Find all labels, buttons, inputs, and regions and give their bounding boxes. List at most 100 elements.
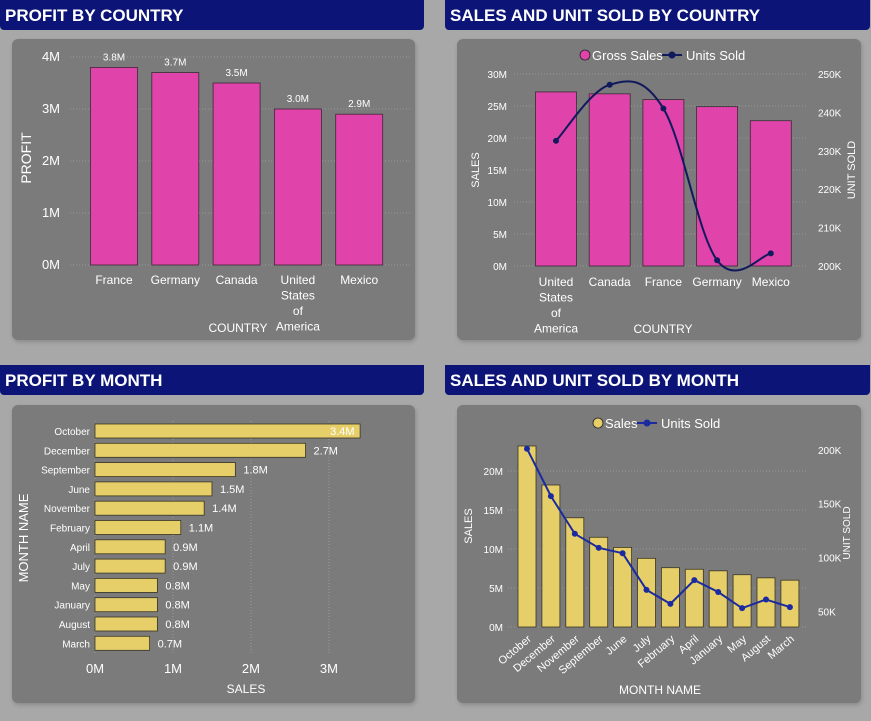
y-tick-label: 20M xyxy=(488,134,507,145)
units-sold-point xyxy=(606,81,613,88)
legend-units-marker xyxy=(668,51,676,59)
legend-sales-marker xyxy=(592,417,604,429)
bar xyxy=(94,500,205,516)
bar xyxy=(94,481,213,497)
y-tick-label: 15M xyxy=(488,166,507,177)
profit-by-country-title: PROFIT BY COUNTRY xyxy=(0,0,424,30)
data-label: 2.7M xyxy=(314,445,338,457)
units-sold-point xyxy=(643,586,650,593)
data-label: 1.4M xyxy=(212,503,236,515)
data-label: 1.5M xyxy=(220,484,244,496)
units-sold-line xyxy=(555,80,772,272)
units-sold-point xyxy=(714,257,721,264)
units-sold-point xyxy=(767,250,774,257)
y-tick-label: June xyxy=(68,485,90,496)
y-tick-label: April xyxy=(70,543,90,554)
x-tick-label: Canada xyxy=(216,273,258,287)
bar xyxy=(642,99,685,267)
units-sold-point xyxy=(763,596,769,603)
x-tick-label: Mexico xyxy=(340,273,378,287)
y-tick-label: July xyxy=(72,562,90,573)
x-tick-label: France xyxy=(95,273,133,287)
units-sold-point xyxy=(786,604,793,611)
bar xyxy=(94,597,158,613)
units-sold-point xyxy=(547,493,554,500)
units-sold-point xyxy=(691,577,698,584)
x-tick-label: 1M xyxy=(164,661,182,676)
legend-sales-label: Sales xyxy=(605,416,638,431)
units-sold-point xyxy=(595,544,602,551)
units-sold-point xyxy=(667,600,674,607)
y2-tick-label: 210K xyxy=(818,224,842,235)
y-tick-label: 20M xyxy=(484,467,503,478)
x-tick-label: America xyxy=(534,322,578,336)
bar xyxy=(94,520,182,535)
bar xyxy=(212,82,261,266)
y2-tick-label: 250K xyxy=(818,70,842,81)
bar xyxy=(749,120,792,267)
x-tick-label: States xyxy=(281,289,315,303)
y-axis-title: SALES xyxy=(463,508,475,543)
bar xyxy=(589,536,609,628)
legend-sales-marker xyxy=(579,49,591,61)
profit-by-month-title: PROFIT BY MONTH xyxy=(0,365,424,395)
x-tick-label: Mexico xyxy=(752,275,790,289)
y-tick-label: September xyxy=(41,466,91,477)
units-sold-point xyxy=(571,530,578,537)
legend-units-marker xyxy=(643,419,651,427)
sales-by-month-title: SALES AND UNIT SOLD BY MONTH xyxy=(445,365,870,395)
y-tick-label: 10M xyxy=(488,198,507,209)
bar xyxy=(94,442,306,458)
units-sold-point xyxy=(739,605,746,612)
y-axis-title: SALES xyxy=(470,152,482,187)
bar xyxy=(90,67,138,266)
y-tick-label: November xyxy=(44,504,91,515)
y-tick-label: 2M xyxy=(42,153,60,168)
data-label: 0.9M xyxy=(173,542,197,554)
x-axis-title: COUNTRY xyxy=(633,322,692,336)
y-tick-label: 0M xyxy=(42,257,60,272)
data-label: 3.0M xyxy=(287,94,309,105)
bar xyxy=(588,93,631,267)
legend-sales-label: Gross Sales xyxy=(592,48,663,63)
x-tick-label: France xyxy=(645,275,683,289)
y-tick-label: March xyxy=(62,639,90,650)
x-tick-label: June xyxy=(604,633,630,658)
data-label: 3.7M xyxy=(164,58,186,69)
bar xyxy=(535,91,577,267)
y2-tick-label: 100K xyxy=(818,554,842,565)
y-tick-label: 25M xyxy=(488,102,507,113)
bar xyxy=(94,539,166,555)
y-axis-title: MONTH NAME xyxy=(16,493,31,582)
y-tick-label: 0M xyxy=(493,262,507,273)
bar xyxy=(613,547,632,628)
y-tick-label: 0M xyxy=(489,623,503,634)
bar xyxy=(661,567,680,628)
y-tick-label: 1M xyxy=(42,205,60,220)
y-tick-label: 10M xyxy=(484,545,503,556)
x-tick-label: March xyxy=(766,633,797,662)
units-sold-point xyxy=(553,137,559,144)
y-tick-label: 15M xyxy=(484,506,503,517)
data-label: 1.1M xyxy=(189,523,213,535)
x-tick-label: United xyxy=(539,275,574,289)
data-label: 0.9M xyxy=(173,561,197,573)
legend-units-label: Units Sold xyxy=(661,416,720,431)
x-tick-label: United xyxy=(281,273,316,287)
y-tick-label: 5M xyxy=(489,584,503,595)
x-tick-label: 0M xyxy=(86,661,104,676)
y-tick-label: 4M xyxy=(42,49,60,64)
bar xyxy=(94,423,361,439)
legend-units-label: Units Sold xyxy=(686,48,745,63)
y-tick-label: 5M xyxy=(493,230,507,241)
y2-tick-label: 220K xyxy=(818,185,842,196)
y-tick-label: 3M xyxy=(42,101,60,116)
bar xyxy=(94,616,158,632)
y-tick-label: 30M xyxy=(488,70,507,81)
units-sold-point xyxy=(660,105,667,112)
data-label: 3.4M xyxy=(330,426,354,438)
data-label: 0.7M xyxy=(158,638,182,650)
bar xyxy=(94,558,166,574)
bar xyxy=(565,517,585,628)
data-label: 0.8M xyxy=(165,600,189,612)
